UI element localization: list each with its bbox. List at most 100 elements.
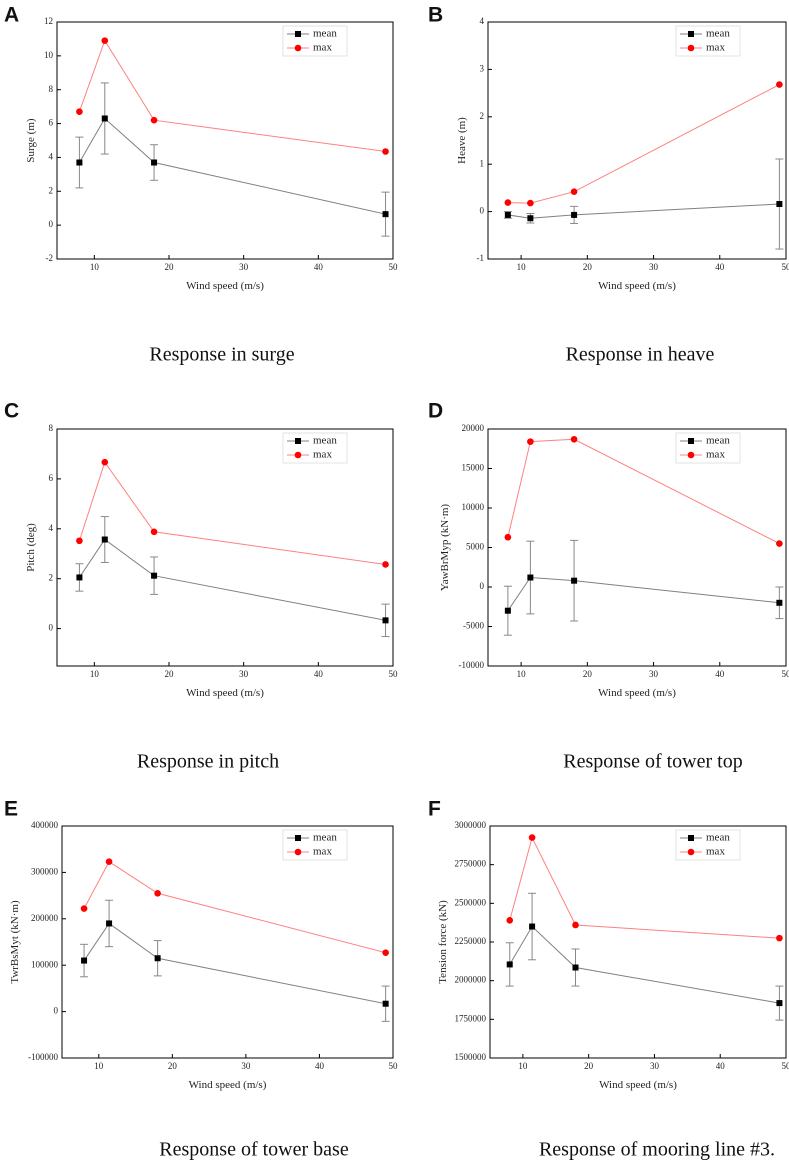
x-tick-label: 10 [90, 262, 100, 272]
panel-caption: Response in heave [566, 344, 715, 366]
y-tick-label: 20000 [462, 423, 485, 433]
mean-point [151, 159, 158, 166]
max-series-line [83, 861, 386, 954]
y-tick-label: -100000 [28, 1052, 58, 1062]
legend-box [675, 829, 741, 861]
mean-point [776, 201, 783, 208]
x-tick-label: 40 [715, 262, 725, 272]
x-tick-label: 30 [241, 1061, 251, 1071]
y-tick-label: -10000 [459, 660, 485, 670]
x-tick-label: 10 [517, 669, 527, 679]
legend-max-marker [294, 44, 302, 52]
legend-box [675, 25, 741, 57]
x-tick-label: 10 [94, 1061, 104, 1071]
y-axis-label: Heave (m) [456, 117, 468, 164]
x-tick-label: 50 [782, 669, 789, 679]
y-tick-label: 1750000 [455, 1013, 487, 1023]
panel-label: B [428, 4, 443, 27]
max-point [382, 148, 389, 155]
max-point [80, 905, 88, 912]
max-point [101, 37, 109, 44]
y-tick-label: 15000 [462, 463, 485, 473]
y-tick-label: 12 [44, 16, 53, 26]
legend-box [675, 432, 741, 464]
mean-point [382, 211, 389, 218]
max-series-line [507, 84, 780, 204]
max-point [101, 458, 109, 466]
mean-point [106, 920, 113, 927]
panel-c: C 0 2 4 6 8 10 20 30 40 50 Wind speed (m/s) Pitch (d… [4, 400, 398, 773]
plot-frame [487, 428, 787, 667]
max-series-line [78, 461, 386, 565]
mean-series-line [78, 117, 386, 215]
y-tick-label: 100000 [31, 959, 59, 969]
y-axis-label: Pitch (deg) [25, 523, 37, 572]
legend: mean max [675, 432, 741, 464]
x-tick-label: 30 [239, 262, 249, 272]
panel-a: A -2 0 2 4 6 8 10 12 10 20 30 40 50 Wind speed (m/s) Su… [4, 4, 398, 366]
y-tick-label: 4 [49, 151, 54, 161]
y-tick-label: 300000 [31, 866, 59, 876]
y-tick-label: 8 [49, 423, 54, 433]
legend-max-label: max [706, 42, 725, 54]
panel-caption: Response of mooring line #3. [539, 1139, 775, 1161]
max-point [504, 199, 512, 206]
max-series-line [507, 438, 780, 544]
x-tick-label: 40 [715, 669, 725, 679]
legend-max-marker [294, 848, 302, 856]
x-axis-label: Wind speed (m/s) [598, 280, 676, 292]
x-tick-label: 40 [315, 1061, 325, 1071]
mean-series-line [83, 922, 386, 1005]
panel-caption: Response of tower base [159, 1139, 349, 1161]
legend-box [282, 25, 348, 57]
y-tick-label: 2 [49, 185, 54, 195]
y-tick-label: -2 [46, 253, 54, 263]
legend-box [282, 829, 348, 861]
max-point [76, 108, 83, 116]
panel-caption: Response of tower top [563, 751, 742, 773]
legend: mean max [675, 829, 741, 861]
max-point [570, 188, 578, 195]
legend-mean-marker [688, 438, 694, 444]
x-tick-label: 10 [90, 669, 100, 679]
x-tick-label: 30 [649, 262, 659, 272]
y-tick-label: 0 [480, 206, 485, 216]
legend-box [282, 432, 348, 464]
x-axis-label: Wind speed (m/s) [186, 280, 264, 292]
mean-point [776, 599, 783, 606]
max-point [506, 917, 514, 924]
max-series-line [78, 39, 386, 152]
mean-point [504, 607, 511, 614]
legend-mean-marker [295, 835, 301, 841]
mean-point [571, 577, 578, 584]
panel-label: A [4, 4, 19, 27]
panel-b: B -1 0 1 2 3 4 10 20 30 40 50 Wind speed (m/s) Heave … [428, 4, 789, 366]
x-tick-label: 30 [239, 669, 249, 679]
legend: mean max [282, 829, 348, 861]
max-point [150, 528, 158, 536]
y-tick-label: 4 [49, 523, 54, 533]
y-tick-label: 10000 [462, 502, 485, 512]
max-point [382, 949, 389, 956]
max-point [776, 540, 783, 547]
x-tick-label: 20 [168, 1061, 178, 1071]
x-tick-label: 20 [583, 669, 593, 679]
y-tick-label: 200000 [31, 913, 59, 923]
y-tick-label: 0 [480, 581, 485, 591]
x-tick-label: 20 [583, 262, 593, 272]
x-tick-label: 50 [389, 669, 399, 679]
legend-mean-marker [688, 31, 694, 37]
legend-max-marker [687, 44, 695, 52]
y-tick-label: 3 [480, 63, 485, 73]
panel-label: E [4, 798, 18, 821]
legend-mean-label: mean [706, 435, 730, 447]
x-axis-label: Wind speed (m/s) [189, 1079, 267, 1091]
legend-max-label: max [313, 846, 332, 858]
legend: mean max [282, 25, 348, 57]
x-tick-label: 50 [782, 262, 789, 272]
x-tick-label: 50 [782, 1061, 789, 1071]
plot-frame [489, 825, 787, 1059]
max-point [776, 934, 783, 942]
x-tick-label: 50 [389, 1061, 399, 1071]
x-tick-label: 30 [650, 1061, 660, 1071]
